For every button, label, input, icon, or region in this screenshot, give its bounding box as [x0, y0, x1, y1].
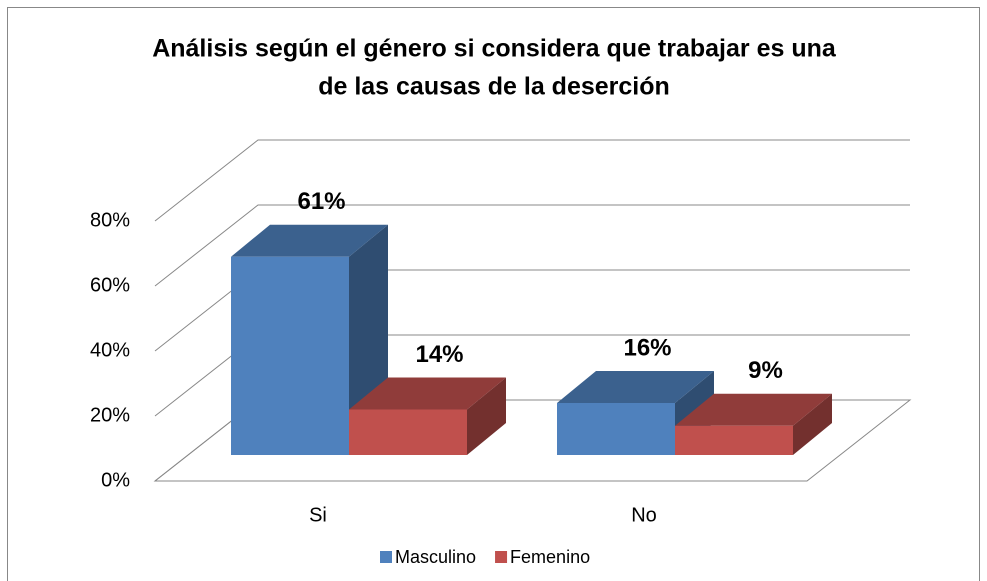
grid-line [154, 139, 910, 222]
bar-front [231, 256, 349, 455]
bar-top [557, 371, 714, 403]
chart-title: de las causas de la deserción [318, 73, 670, 101]
x-tick-label: No [631, 504, 657, 526]
bar-side [467, 377, 506, 455]
legend-swatch [380, 551, 392, 563]
legend-label: Femenino [510, 547, 590, 567]
value-label: 14% [415, 341, 463, 368]
bar-front [349, 409, 467, 455]
value-label: 9% [748, 357, 783, 384]
chart-title: Análisis según el género si considera qu… [152, 35, 837, 63]
legend-swatch [495, 551, 508, 563]
x-tick-label: Si [309, 504, 327, 526]
legend-label: Masculino [395, 547, 476, 567]
bar [349, 377, 506, 455]
y-tick-label: 40% [90, 339, 130, 361]
bar-side [793, 393, 832, 455]
y-tick-label: 20% [90, 404, 130, 426]
value-label: 16% [623, 334, 671, 361]
bar-front [675, 425, 793, 455]
chart-frame [7, 7, 980, 581]
y-tick-label: 0% [101, 469, 130, 491]
y-tick-label: 80% [90, 209, 130, 231]
bar-top [675, 393, 832, 426]
y-tick-label: 60% [90, 274, 130, 296]
bar [675, 393, 832, 455]
bar-front [557, 403, 675, 455]
grid-line [154, 204, 910, 287]
bar-top [231, 224, 388, 257]
bar [231, 224, 388, 455]
value-label: 61% [297, 188, 345, 215]
bar-top [349, 377, 506, 410]
